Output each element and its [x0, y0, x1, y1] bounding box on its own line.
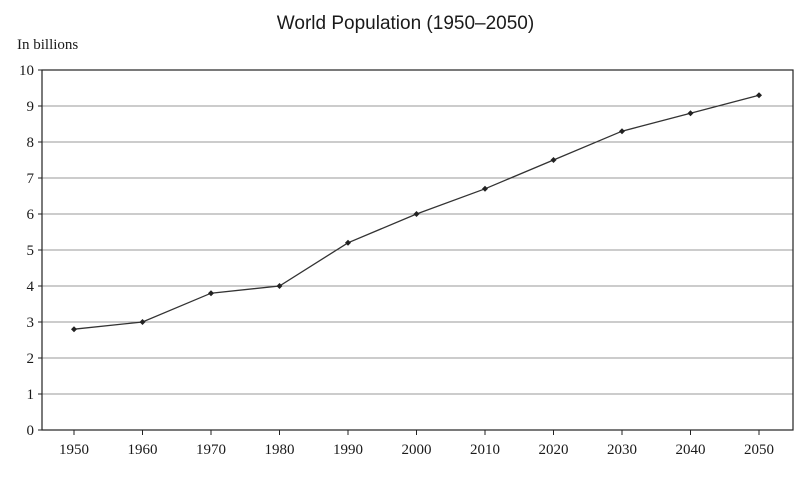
x-tick-label: 1970: [196, 442, 226, 458]
data-point: [276, 283, 283, 289]
y-tick-label: 7: [27, 171, 35, 187]
data-point: [208, 290, 214, 297]
x-tick-label: 2000: [402, 442, 432, 458]
x-tick-label: 1950: [59, 442, 89, 458]
data-point: [71, 326, 77, 333]
x-tick-label: 2030: [607, 442, 637, 458]
data-point: [482, 185, 488, 192]
y-tick-label: 5: [27, 243, 35, 259]
y-tick-label: 2: [27, 351, 35, 367]
x-tick-label: 1990: [333, 442, 363, 458]
y-tick-label: 0: [27, 423, 35, 439]
data-point: [345, 239, 351, 246]
y-tick-label: 9: [27, 99, 35, 115]
y-axis-label: In billions: [17, 37, 79, 53]
data-point: [413, 211, 420, 217]
x-tick-label: 2010: [470, 442, 500, 458]
y-tick-label: 4: [27, 279, 35, 295]
data-point: [687, 110, 694, 117]
y-tick-label: 6: [27, 207, 35, 223]
y-tick-label: 1: [27, 387, 35, 403]
y-tick-label: 8: [27, 135, 35, 151]
data-point: [619, 128, 625, 135]
x-tick-label: 2050: [744, 442, 774, 458]
x-tick-label: 2040: [676, 442, 706, 458]
y-tick-label: 3: [27, 315, 35, 331]
data-point: [756, 92, 762, 99]
chart-title: World Population (1950–2050): [276, 13, 535, 34]
y-tick-label: 10: [19, 63, 34, 79]
data-point: [550, 157, 557, 163]
x-tick-label: 1960: [128, 442, 158, 458]
data-point: [139, 319, 146, 325]
x-tick-label: 2020: [539, 442, 569, 458]
x-tick-label: 1980: [265, 442, 295, 458]
